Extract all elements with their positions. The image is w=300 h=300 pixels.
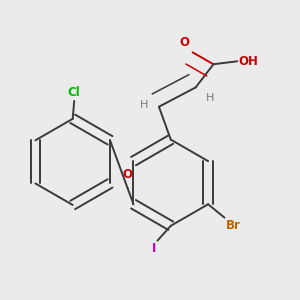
Text: H: H (206, 93, 214, 103)
Text: Cl: Cl (68, 85, 81, 99)
Text: Br: Br (226, 219, 241, 232)
Text: O: O (180, 36, 190, 50)
Text: O: O (123, 168, 133, 181)
Text: H: H (140, 100, 148, 110)
Text: OH: OH (239, 55, 259, 68)
Text: I: I (152, 242, 156, 255)
